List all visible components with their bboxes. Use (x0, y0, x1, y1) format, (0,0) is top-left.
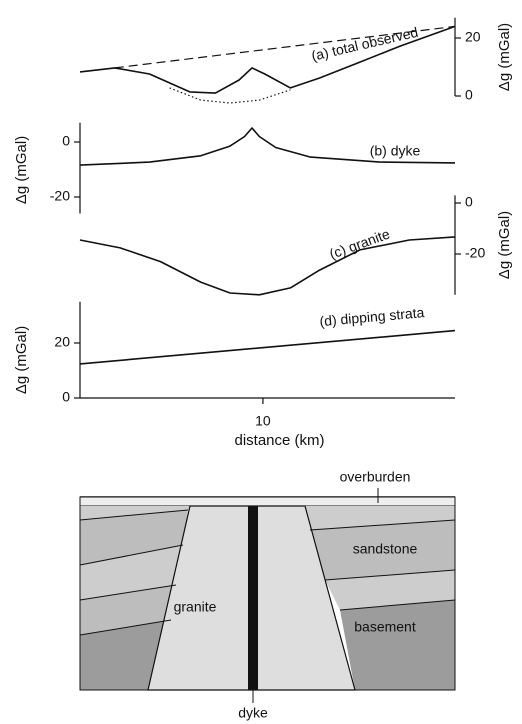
stratum (80, 506, 190, 520)
x-axis-label: distance (km) (234, 432, 324, 449)
stratum (80, 585, 176, 635)
stratum (80, 545, 183, 600)
basement (340, 600, 455, 690)
y-tick-label: 0 (465, 87, 473, 103)
dyke (248, 506, 258, 690)
basement (80, 620, 171, 690)
data-line (114, 25, 456, 69)
y-tick-label: 0 (62, 133, 70, 149)
panel-annotation: (b) dyke (370, 143, 421, 159)
y-tick-label: 20 (465, 29, 481, 45)
x-tick-label: 10 (255, 413, 271, 429)
y-axis-label: Δg (mGal) (496, 23, 513, 91)
panel-annotation: (a) total observed (310, 24, 420, 64)
stratum (80, 510, 188, 565)
panel-annotation: (c) granite (327, 225, 392, 262)
overburden-layer (79, 496, 456, 507)
y-tick-label: -20 (465, 245, 485, 261)
data-line (79, 25, 456, 94)
y-axis-label: Δg (mGal) (496, 211, 513, 279)
layer-label: basement (354, 619, 416, 635)
layer-label: sandstone (353, 541, 418, 557)
layer-label: granite (174, 599, 217, 615)
y-tick-label: 20 (54, 334, 70, 350)
data-line (79, 127, 456, 166)
strata-boundaries (79, 509, 456, 636)
y-axis-label: Δg (mGal) (13, 326, 30, 394)
data-line (79, 329, 456, 365)
y-tick-label: 0 (465, 194, 473, 210)
data-line (79, 236, 456, 296)
y-tick-label: -20 (50, 188, 70, 204)
section-frame (79, 496, 456, 691)
stratum (310, 520, 455, 580)
y-tick-label: 0 (62, 389, 70, 405)
layer-label: dyke (238, 705, 268, 721)
stratum (305, 506, 455, 530)
y-axis-label: Δg (mGal) (13, 136, 30, 204)
panel-annotation: (d) dipping strata (319, 304, 425, 329)
cross-section: overburden sandstone granite basement dy… (79, 469, 456, 721)
stratum (325, 570, 455, 610)
layer-label: overburden (340, 469, 411, 485)
